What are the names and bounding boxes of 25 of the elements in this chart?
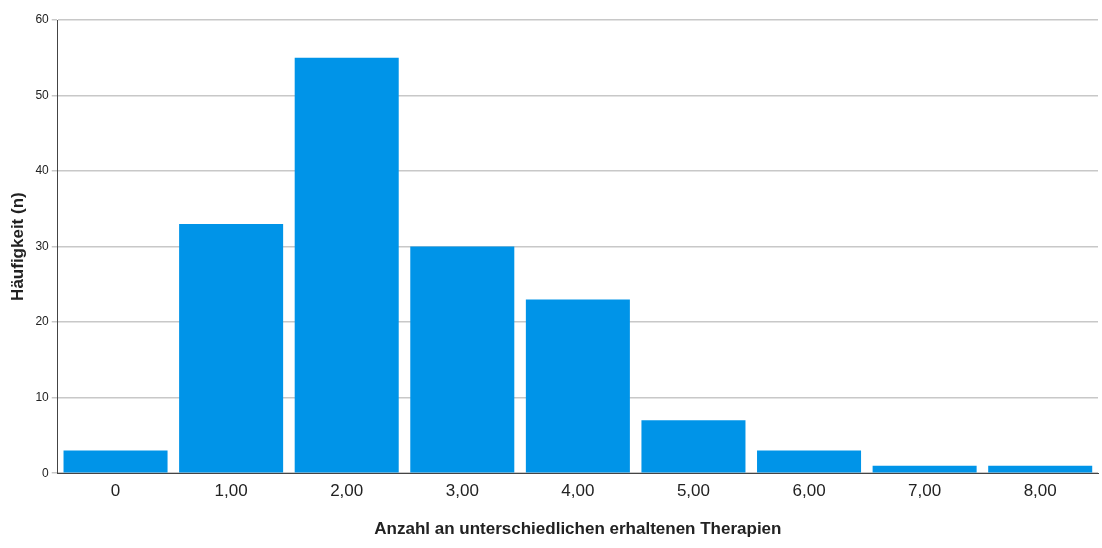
bar <box>179 223 284 473</box>
y-tick-label: 10 <box>35 389 50 404</box>
x-tick-label: 0 <box>110 481 121 501</box>
x-tick-label: 3,00 <box>445 481 479 501</box>
x-tick-label: 4,00 <box>561 481 595 501</box>
y-tick-label: 0 <box>42 465 50 480</box>
x-tick-label: 2,00 <box>330 481 364 501</box>
y-axis-title: Häufigkeit (n) <box>7 192 27 301</box>
bar <box>63 450 168 473</box>
x-tick-label: 6,00 <box>792 481 826 501</box>
y-tick-label: 40 <box>35 163 50 178</box>
bar <box>641 420 746 473</box>
bar <box>525 299 630 473</box>
bar <box>757 450 862 473</box>
y-tick-label: 20 <box>35 314 50 329</box>
bar <box>410 246 515 473</box>
x-tick-label: 5,00 <box>676 481 710 501</box>
x-axis-title: Anzahl an unterschiedlichen erhaltenen Therapien <box>374 519 782 539</box>
y-tick-label: 60 <box>35 12 50 27</box>
x-tick-label: 7,00 <box>908 481 942 501</box>
bar <box>294 57 399 473</box>
y-tick-label: 30 <box>35 238 50 253</box>
x-tick-label: 8,00 <box>1023 481 1057 501</box>
y-tick-label: 50 <box>35 87 50 102</box>
x-tick-label: 1,00 <box>214 481 248 501</box>
